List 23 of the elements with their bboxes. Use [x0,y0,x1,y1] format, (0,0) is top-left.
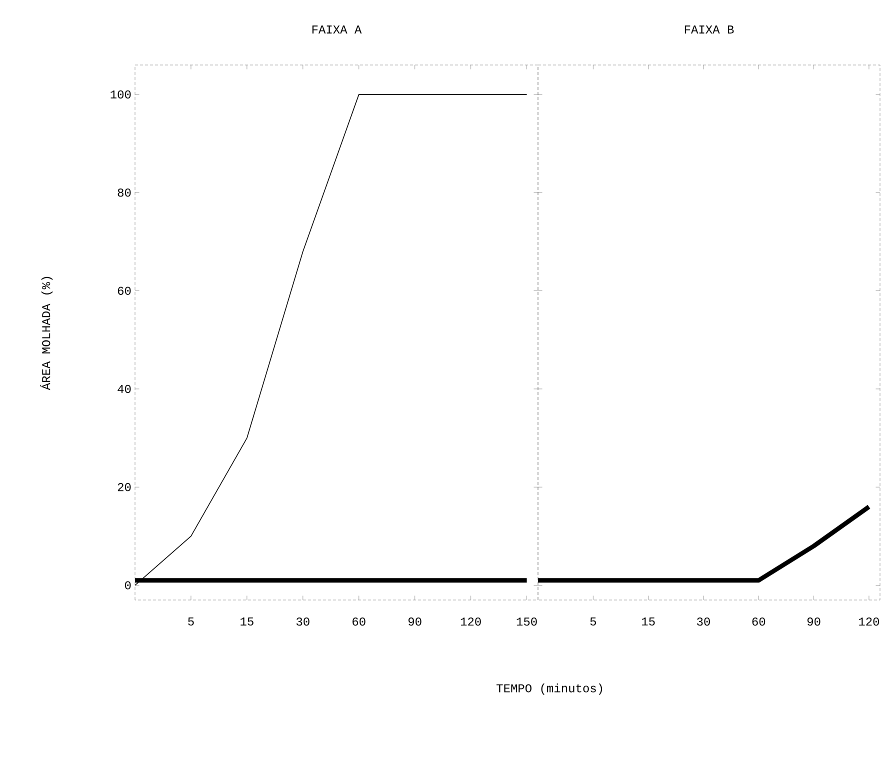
x-tick-label: 5 [590,618,596,626]
y-tick-label: 60 [118,286,131,295]
chart-title: FAIXA B [684,26,734,34]
y-axis-title: ÁREA MOLHADA (%) [40,276,53,390]
x-tick-label: 120 [859,618,880,626]
x-tick-label: 5 [188,618,194,626]
y-tick-label: 100 [110,90,131,99]
x-tick-label: 15 [240,618,254,626]
y-tick-label: 0 [124,581,131,590]
y-tick-label: 40 [118,384,131,394]
y-tick-label: 20 [118,483,131,492]
x-tick-label: 90 [807,618,820,626]
x-tick-label: 60 [752,618,766,626]
x-axis-title: TEMPO (minutos) [496,684,602,695]
x-tick-label: 120 [460,618,481,626]
y-tick-label: 80 [118,188,131,197]
x-tick-label: 60 [352,618,366,626]
x-tick-label: 30 [296,618,310,626]
x-tick-label: 90 [408,618,422,626]
x-tick-label: 30 [697,618,710,626]
x-tick-label: 15 [642,618,655,626]
chart-title: FAIXA A [312,26,362,34]
x-tick-label: 150 [516,618,537,626]
